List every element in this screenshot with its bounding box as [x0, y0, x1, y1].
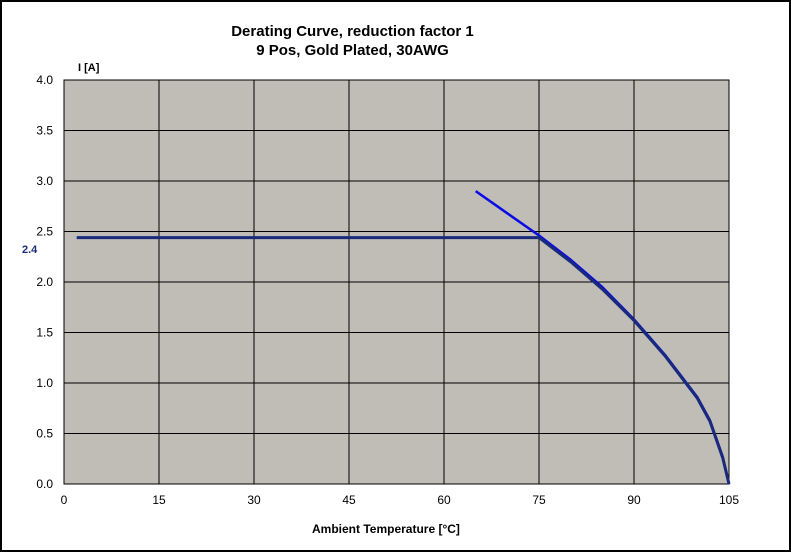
x-tick-label: 105 [719, 493, 739, 507]
y-tick-label: 0.0 [36, 477, 53, 491]
y-axis-label: I [A] [78, 62, 100, 74]
reference-value-label: 2.4 [22, 244, 38, 256]
y-tick-label: 3.0 [36, 174, 53, 188]
y-tick-label: 2.5 [36, 225, 53, 239]
y-tick-label: 2.0 [36, 275, 53, 289]
y-tick-label: 4.0 [36, 73, 53, 87]
x-tick-label: 0 [61, 493, 68, 507]
chart-subtitle: 9 Pos, Gold Plated, 30AWG [256, 42, 449, 59]
y-tick-label: 0.5 [36, 427, 53, 441]
x-axis-label: Ambient Temperature [°C] [312, 522, 460, 536]
series-line-2 [76, 236, 731, 485]
x-tick-label: 75 [532, 493, 546, 507]
x-tick-label: 30 [247, 493, 261, 507]
chart-title-block: Derating Curve, reduction factor 1 9 Pos… [0, 22, 705, 60]
x-tick-label: 60 [437, 493, 451, 507]
x-tick-label: 90 [627, 493, 641, 507]
x-tick-label: 15 [152, 493, 166, 507]
y-tick-label: 3.5 [36, 124, 53, 138]
y-tick-label: 1.0 [36, 376, 53, 390]
y-tick-label: 1.5 [36, 326, 53, 340]
x-tick-label: 45 [342, 493, 356, 507]
chart-title: Derating Curve, reduction factor 1 [231, 23, 474, 40]
